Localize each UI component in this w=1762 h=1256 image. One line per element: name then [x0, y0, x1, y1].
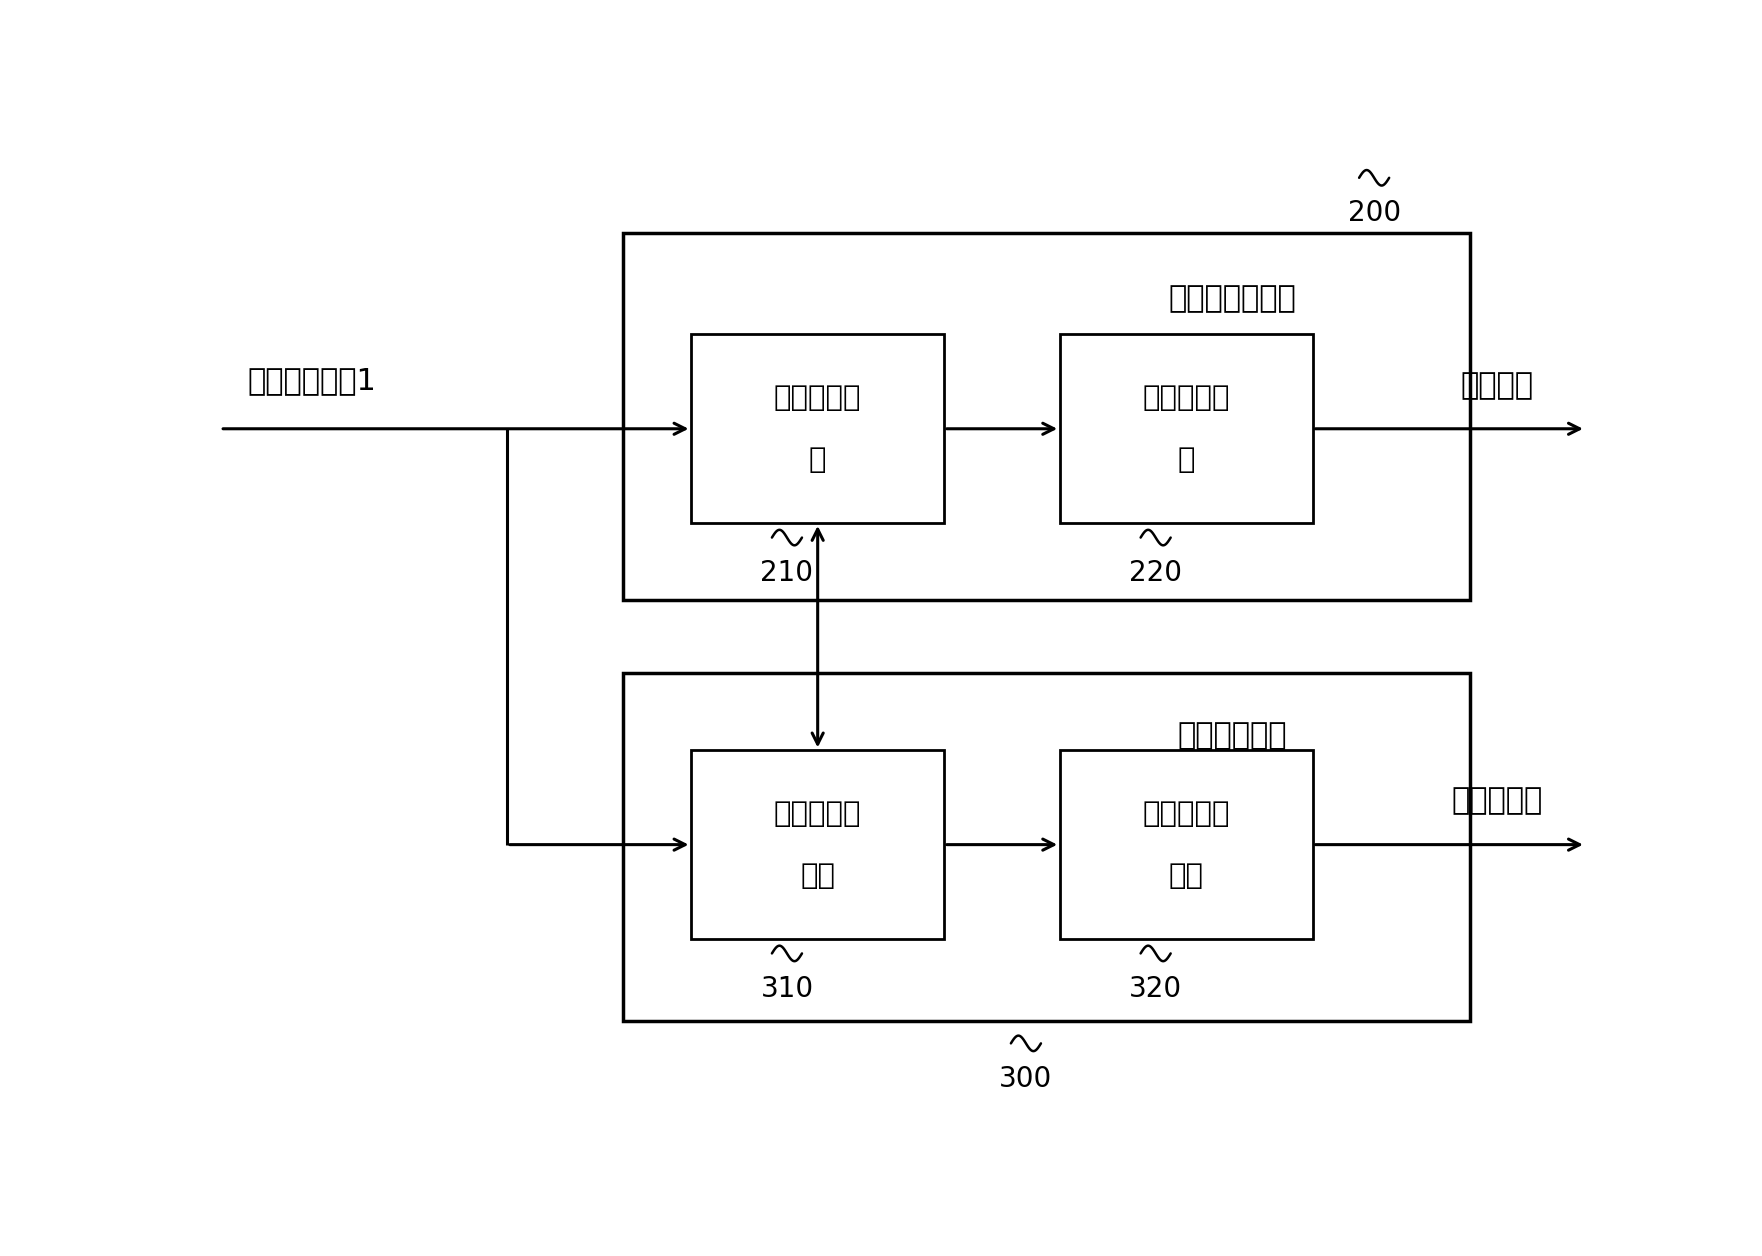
Bar — [691, 334, 944, 522]
Text: 器: 器 — [809, 446, 826, 474]
Text: 300: 300 — [999, 1065, 1052, 1093]
Bar — [1061, 334, 1313, 522]
Text: 电空混和控: 电空混和控 — [774, 800, 862, 828]
Text: 电传动控制单元: 电传动控制单元 — [1168, 285, 1297, 314]
Text: 制器: 制器 — [800, 862, 835, 889]
Bar — [1061, 750, 1313, 939]
Text: 加器: 加器 — [1168, 862, 1203, 889]
Text: 210: 210 — [761, 559, 814, 587]
Text: 空气制动施: 空气制动施 — [1142, 800, 1230, 828]
Text: 200: 200 — [1348, 198, 1401, 227]
Text: 电制动力: 电制动力 — [1461, 371, 1533, 399]
Text: 电传动控制: 电传动控制 — [774, 384, 862, 412]
Bar — [624, 232, 1470, 600]
Text: 器: 器 — [1177, 446, 1195, 474]
Text: 制动控制单元: 制动控制单元 — [1179, 721, 1288, 750]
Text: 310: 310 — [761, 975, 814, 1002]
Text: 电制动施加: 电制动施加 — [1142, 384, 1230, 412]
Text: 220: 220 — [1129, 559, 1182, 587]
Text: 320: 320 — [1129, 975, 1182, 1002]
Text: 空气制动力: 空气制动力 — [1452, 786, 1544, 815]
Text: 列车控制指令1: 列车控制指令1 — [247, 365, 377, 394]
Bar — [624, 673, 1470, 1021]
Bar — [691, 750, 944, 939]
